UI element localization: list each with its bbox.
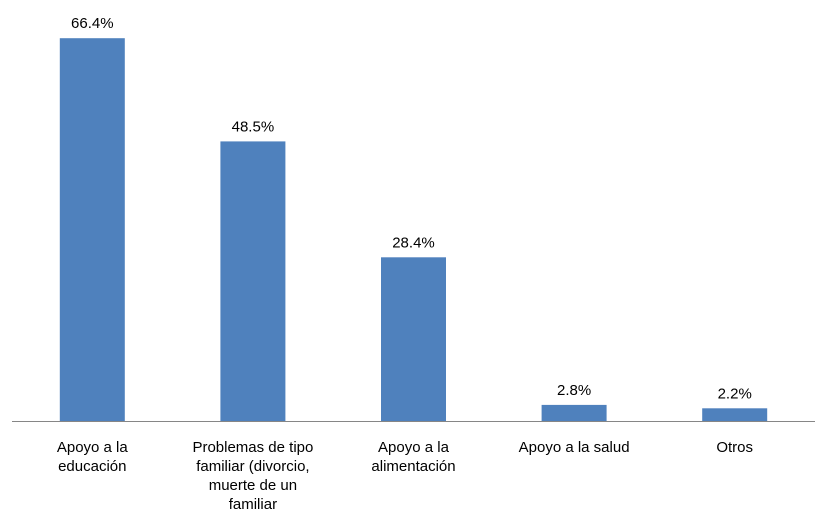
category-label-line: alimentación	[371, 458, 455, 475]
bar-0	[59, 38, 125, 421]
category-label-line: Otros	[716, 439, 753, 456]
data-label-2: 28.4%	[392, 234, 435, 251]
bar-4	[702, 408, 768, 421]
category-label-0: Apoyo a la educación	[57, 439, 129, 475]
category-label-line: muerte de un	[209, 477, 297, 494]
category-label-1: Problemas de tipo familiar (divorcio, muer…	[192, 439, 313, 513]
category-label-line: Apoyo a la	[378, 439, 450, 456]
data-label-4: 2.2%	[718, 385, 752, 402]
category-label-4: Otros	[716, 439, 753, 456]
bar-2	[381, 257, 446, 421]
bar-1	[220, 141, 286, 421]
data-label-0: 66.4%	[71, 15, 114, 32]
bars-group	[59, 38, 768, 421]
category-label-line: educación	[58, 458, 126, 475]
category-label-line: Problemas de tipo	[192, 439, 313, 456]
data-label-3: 2.8%	[557, 382, 591, 399]
value-labels-group: 66.4% 48.5% 28.4% 2.8% 2.2%	[71, 15, 752, 402]
bar-3	[541, 404, 607, 421]
category-label-line: familiar	[229, 496, 277, 513]
category-label-line: familiar (divorcio,	[196, 458, 309, 475]
data-label-1: 48.5%	[232, 118, 275, 135]
category-label-3: Apoyo a la salud	[519, 439, 630, 456]
category-label-2: Apoyo a la alimentación	[371, 439, 455, 475]
category-labels-group: Apoyo a la educación Problemas de tipo fami…	[57, 439, 753, 513]
category-label-line: Apoyo a la	[57, 439, 129, 456]
category-label-line: Apoyo a la salud	[519, 439, 630, 456]
